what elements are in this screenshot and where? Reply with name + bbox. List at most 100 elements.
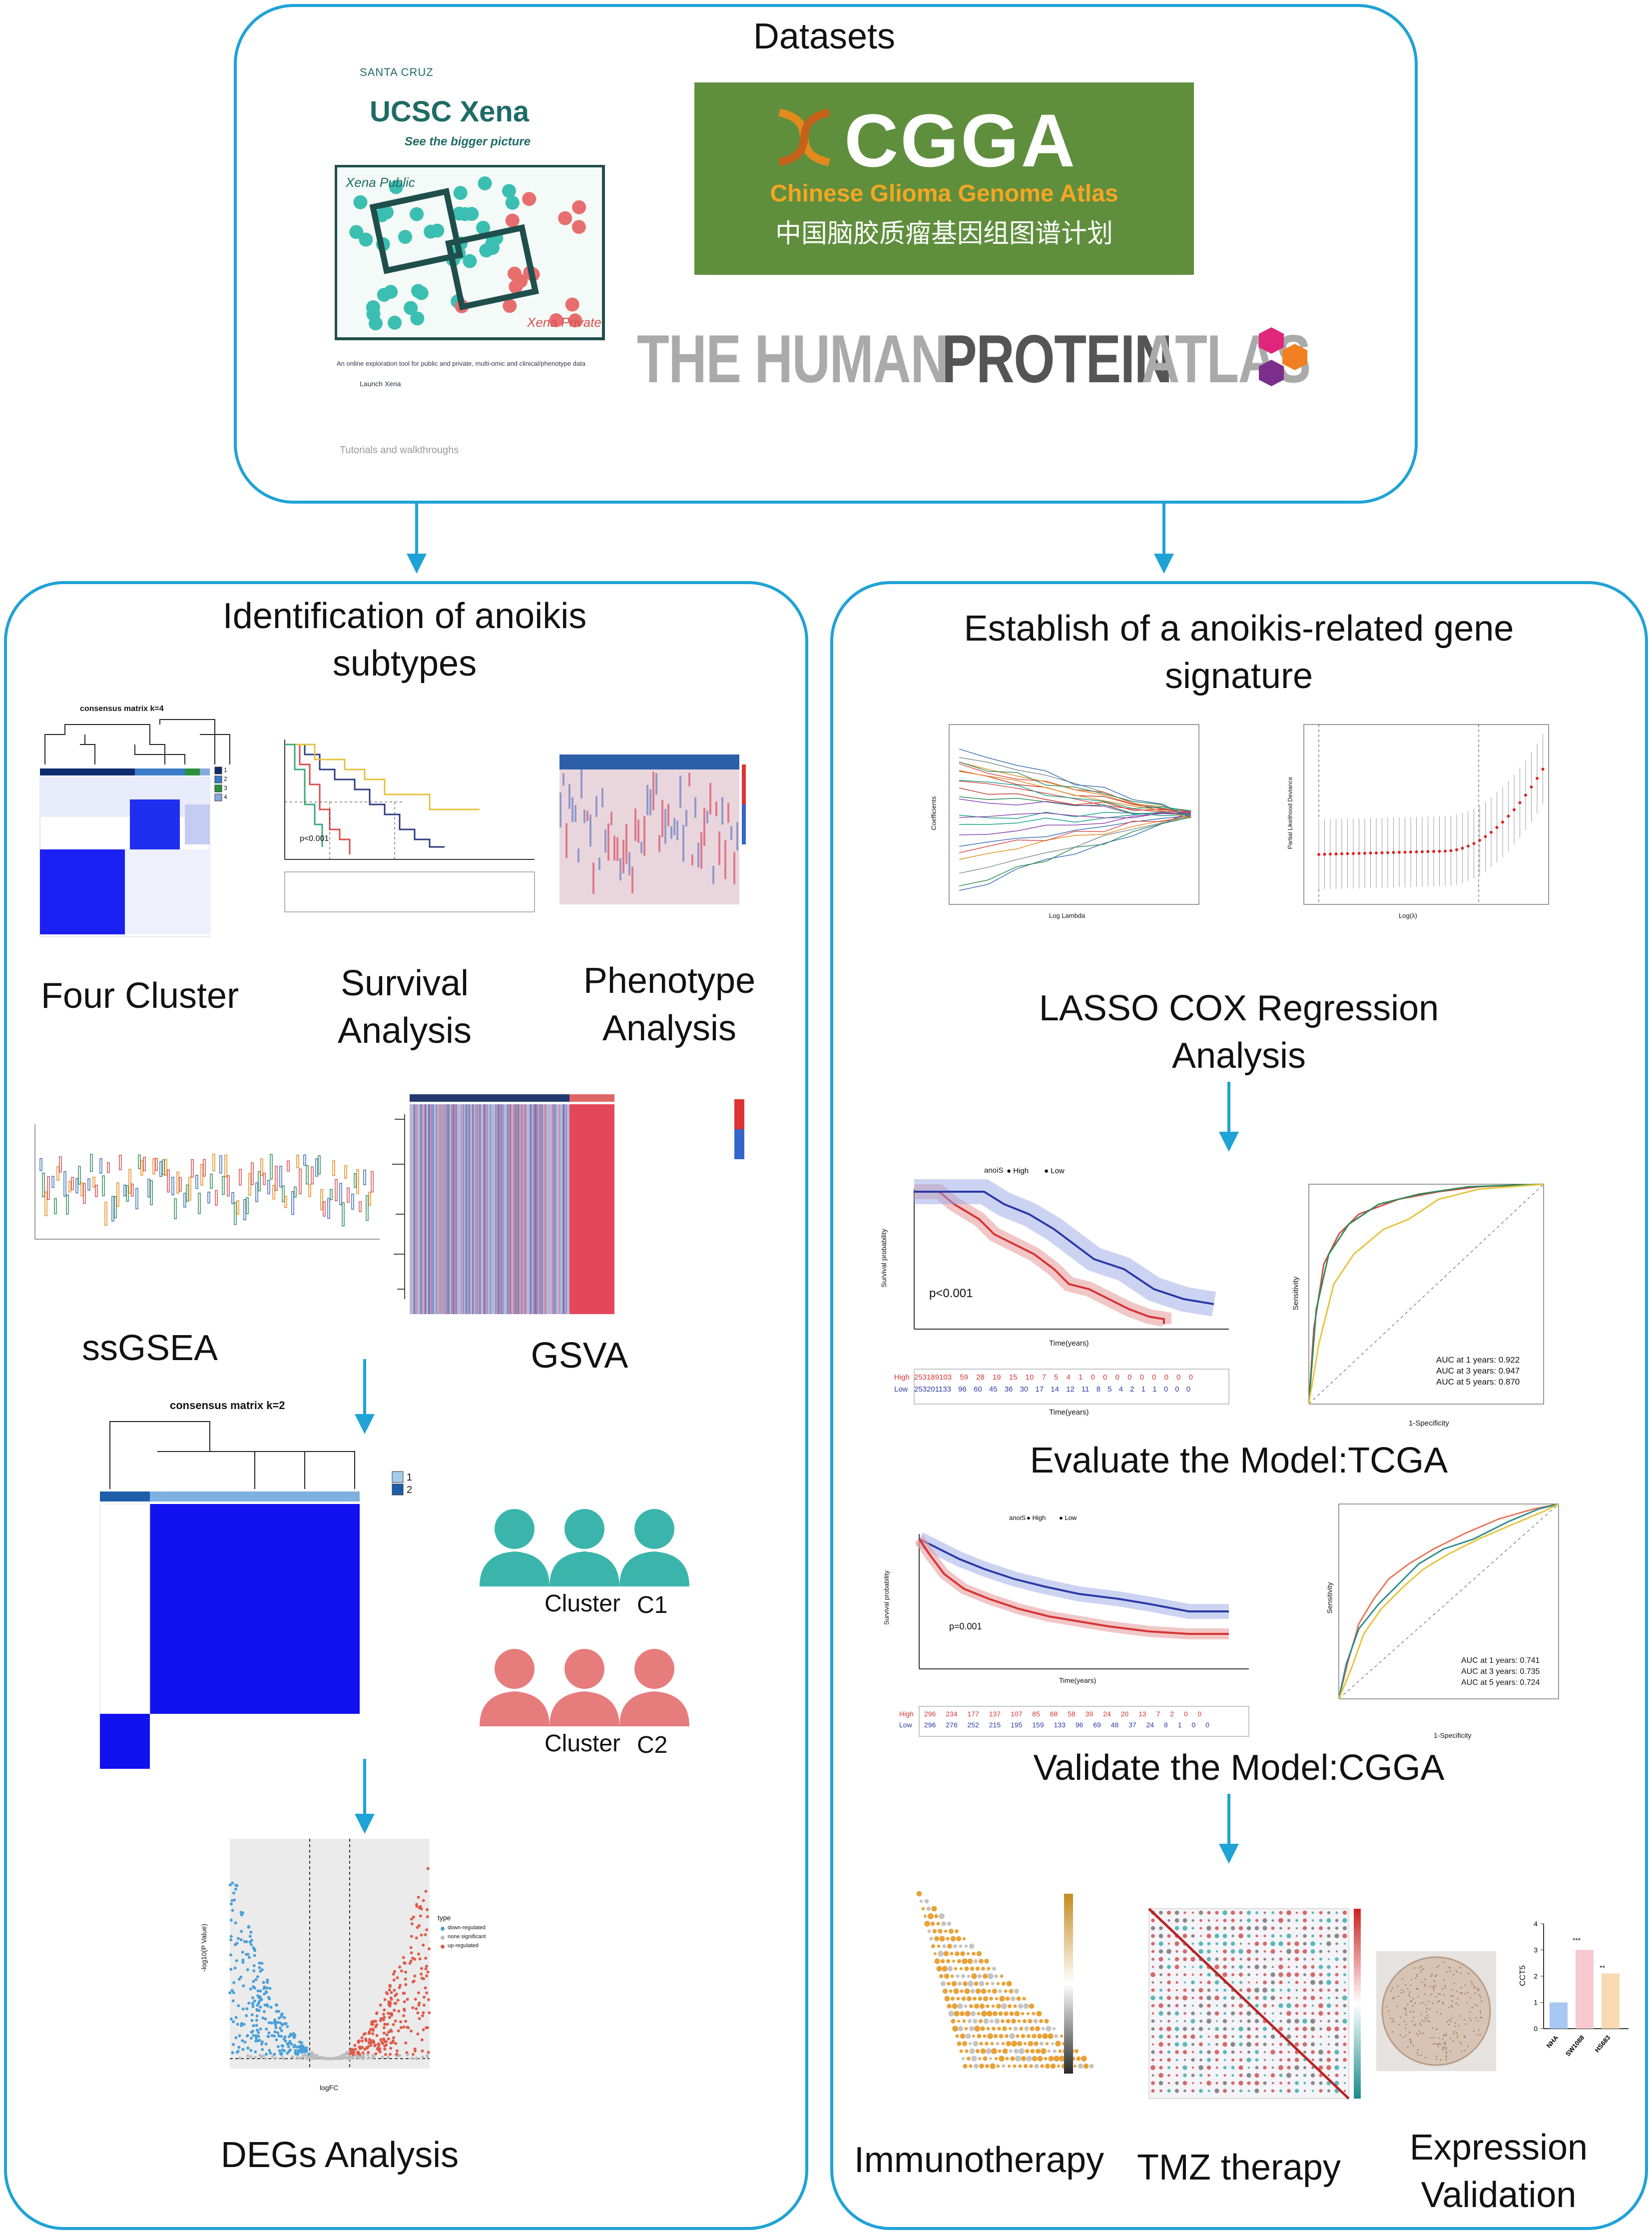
survival-analysis-label-line2: Analysis (337, 1011, 472, 1051)
x-tick-label: HS683 (1593, 2034, 1612, 2054)
tcga-risk-low-values: 253201133 96 60 45 36 30 17 14 12 11 8 5… (914, 1385, 1191, 1394)
phenotype-heatmap (559, 754, 759, 904)
y-tick-label: 4 (1534, 1920, 1538, 1928)
y-tick-label: 0 (1534, 2025, 1538, 2033)
expression-validation-label-line1: Expression (1409, 2128, 1588, 2168)
lasso-coefficient-plot: Log Lambda Coefficients (929, 715, 1209, 929)
cct5-bar-chart: 0 1 2 3 4 NHA SW1088 HS683 CCT5 *** ** (1514, 1914, 1634, 2079)
consensus-k4-title: consensus matrix k=4 (80, 705, 164, 713)
tcga-risk-high-values: 253189103 59 28 19 15 10 7 5 4 1 0 0 0 0… (914, 1373, 1193, 1382)
ssgsea-boxplot (20, 1114, 385, 1314)
cgga-chinese-name: 中国脑胶质瘤基因组图谱计划 (775, 219, 1113, 248)
cgga-roc-ylabel: Sensitivity (1325, 1582, 1334, 1614)
lasso-ylabel-1: Coefficients (930, 796, 938, 830)
tcga-auc-5: AUC at 5 years: 0.870 (1436, 1377, 1520, 1387)
tutorials-link[interactable]: Tutorials and walkthroughs (340, 445, 459, 456)
signature-title-line2: signature (1164, 656, 1313, 696)
consensus-k2-title: consensus matrix k=2 (170, 1399, 285, 1412)
cgga-surv-pvalue: p=0.001 (949, 1621, 982, 1631)
tcga-roc-ylabel: Sensitivity (1291, 1276, 1300, 1311)
k2-legend-1: 1 (407, 1472, 413, 1483)
tcga-roc-xlabel: 1-Specificity (1409, 1419, 1449, 1428)
validate-cgga-label: Validate the Model:CGGA (1033, 1748, 1445, 1788)
svg-text:● Low: ● Low (1059, 1514, 1077, 1521)
svg-text:● High: ● High (1027, 1514, 1046, 1521)
tcga-risk-xlabel: Time(years) (1049, 1408, 1089, 1417)
tcga-auc-3: AUC at 3 years: 0.947 (1436, 1366, 1520, 1376)
cgga-risk-low-label: Low (899, 1721, 912, 1729)
survival-analysis-label-line1: Survival (340, 963, 469, 1003)
k4-legend-1: 1 (224, 766, 227, 773)
k4-legend-3: 3 (224, 784, 227, 791)
cgga-risk-high-values: 296 234 177 137 107 85 68 58 39 24 20 13… (924, 1710, 1202, 1718)
cluster-c1-word: Cluster (545, 1590, 621, 1617)
people-icon (480, 1509, 689, 1586)
immunotherapy-label: Immunotherapy (854, 2140, 1104, 2180)
cgga-auc-5: AUC at 5 years: 0.724 (1461, 1678, 1540, 1687)
arrow-down-icon (1154, 504, 1174, 574)
launch-xena-link[interactable]: Launch Xena (360, 380, 401, 388)
tcga-survival-plot: ● High ● Low anoiS p<0.001 Survival proba… (864, 1159, 1244, 1429)
svg-text:● Low: ● Low (1044, 1167, 1065, 1175)
evaluate-tcga-label: Evaluate the Model:TCGA (1030, 1441, 1448, 1481)
lasso-ylabel-2: Partial Likelihood Deviance (1286, 776, 1294, 849)
x-tick-label: SW1088 (1564, 2034, 1586, 2058)
xena-description: An online exploration tool for public an… (337, 360, 585, 367)
hpa-part1: THE HUMAN (637, 321, 949, 397)
cgga-roc-xlabel: 1-Specificity (1434, 1731, 1472, 1739)
tcga-auc-1: AUC at 1 years: 0.922 (1436, 1355, 1520, 1365)
bar-nha (1550, 2002, 1568, 2029)
arrow-down-icon (355, 1759, 375, 1834)
cluster-c1-group: Cluster C1 (480, 1504, 689, 1634)
volcano-xlabel: logFC (320, 2084, 339, 2092)
cluster-c2-id: C2 (637, 1732, 668, 1758)
tcga-surv-ylabel: Survival probability (879, 1229, 888, 1288)
dna-helix-icon (778, 108, 830, 166)
y-tick-label: 2 (1534, 1972, 1538, 1980)
people-icon (480, 1649, 689, 1726)
volcano-ylabel: -log10(P Value) (199, 1924, 208, 1972)
volcano-legend-none: none significant (448, 1934, 486, 1940)
lasso-xlabel-1: Log Lambda (1049, 912, 1086, 919)
svg-text:● High: ● High (1007, 1167, 1029, 1175)
cgga-risk-low-values: 296 276 252 215 195 159 133 96 69 48 37 … (924, 1721, 1209, 1729)
cluster-c2-group: Cluster C2 (480, 1644, 689, 1774)
subtype-survival-pvalue: p<0.001 (300, 834, 329, 843)
k2-legend-2: 2 (407, 1485, 413, 1495)
tmz-correlation-matrix (1109, 1869, 1369, 2109)
cct5-ylabel: CCT5 (1518, 1965, 1527, 1986)
lasso-label-line2: Analysis (1171, 1036, 1306, 1076)
lasso-xlabel-2: Log(λ) (1399, 912, 1417, 919)
ucsc-xena-title: UCSC Xena (370, 95, 530, 128)
volcano-legend-title: type (438, 1914, 451, 1922)
cgga-auc-3: AUC at 3 years: 0.735 (1461, 1667, 1540, 1676)
subtypes-title-line1: Identification of anoikis (222, 596, 587, 636)
immune-correlation-plot (844, 1879, 1104, 2094)
cgga-surv-legend-title: anoiS (1009, 1514, 1026, 1521)
tcga-risk-high-label: High (894, 1373, 910, 1382)
xena-private-label: Xena Private (527, 315, 601, 330)
cluster-c2-word: Cluster (545, 1730, 621, 1757)
consensus-matrix-k4: consensus matrix k=4 1 2 3 4 (35, 705, 235, 937)
cgga-survival-plot: ● High ● Low anoiS p=0.001 Survival proba… (869, 1504, 1259, 1764)
expression-validation-label-line2: Validation (1421, 2175, 1577, 2215)
arrow-down-icon (1219, 1082, 1239, 1152)
consensus-matrix-k2: consensus matrix k=2 1 2 (95, 1399, 445, 1774)
ucsc-xena-tagline: See the bigger picture (405, 135, 531, 148)
arrow-down-icon (1219, 1794, 1239, 1864)
y-tick-label: 1 (1534, 1999, 1538, 2007)
ssgsea-label: ssGSEA (81, 1328, 218, 1368)
arrow-down-icon (407, 504, 427, 574)
lasso-deviance-plot: Log(λ) Partial Likelihood Deviance (1279, 715, 1559, 929)
bar-hs683 (1602, 1973, 1620, 2029)
cgga-name: CGGA (844, 98, 1077, 182)
gsva-label: GSVA (531, 1336, 628, 1376)
tcga-surv-legend-title: anoiS (984, 1166, 1004, 1175)
tcga-surv-pvalue: p<0.001 (929, 1287, 973, 1300)
subtype-survival-plot: p<0.001 (265, 735, 545, 914)
four-cluster-label: Four Cluster (40, 976, 239, 1016)
bar-sw1088 (1576, 1950, 1594, 2029)
sig-sw1088: *** (1573, 1936, 1581, 1944)
lasso-label-line1: LASSO COX Regression (1039, 988, 1439, 1028)
arrow-down-icon (355, 1359, 375, 1434)
